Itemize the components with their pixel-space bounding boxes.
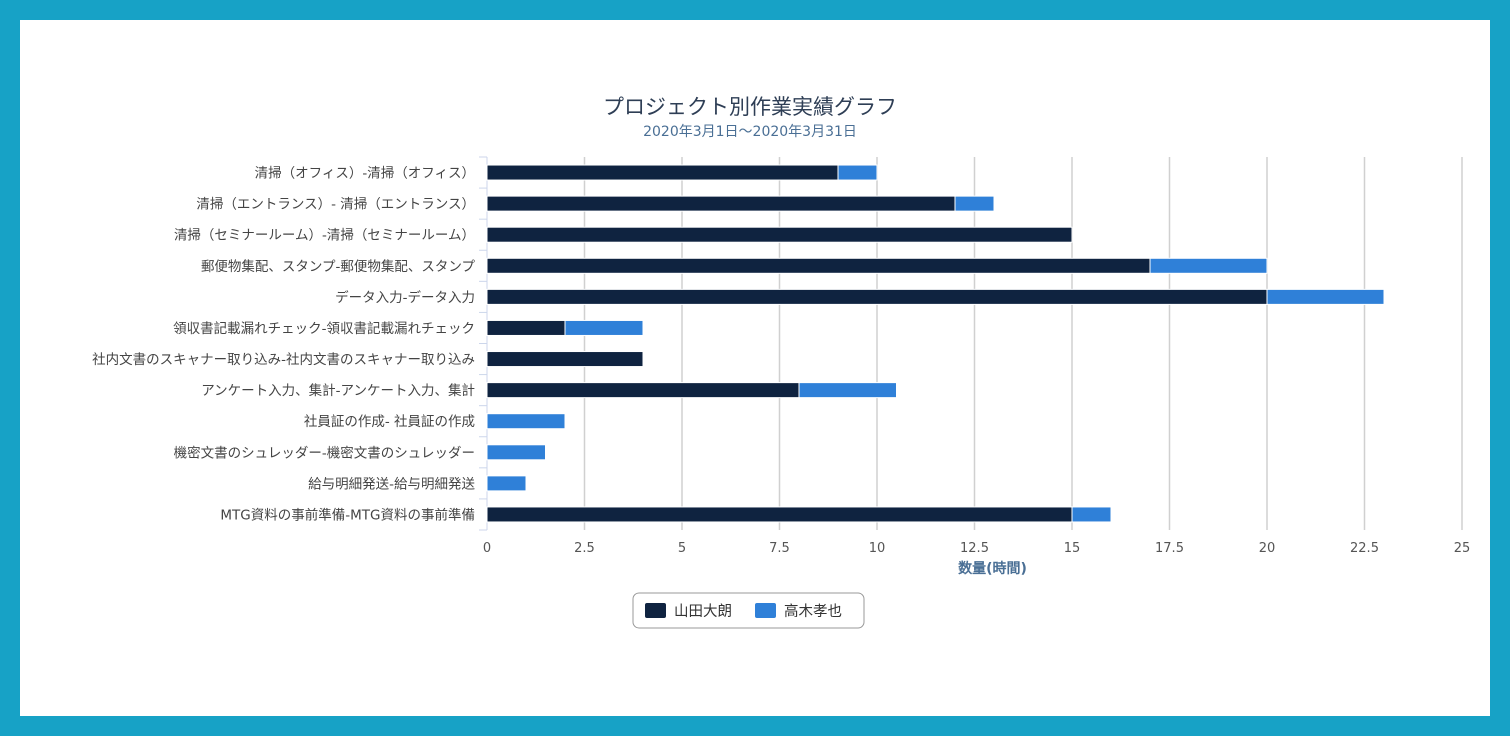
bar-segment	[486, 506, 1073, 523]
y-category-label: 清掃（エントランス）- 清掃（エントランス）	[196, 196, 475, 213]
x-tick-label: 0	[483, 541, 491, 556]
bar-segment	[486, 164, 839, 181]
bar-segment	[486, 475, 527, 492]
bar-chart: プロジェクト別作業実績グラフ 2020年3月1日～2020年3月31日 0 2.5 5 7…	[92, 95, 1471, 629]
y-category-label: 社員証の作成- 社員証の作成	[304, 414, 475, 430]
y-category-label: データ入力-データ入力	[335, 289, 475, 306]
bar-segment	[837, 164, 878, 181]
x-tick-label: 2.5	[574, 541, 595, 556]
y-category-label: 郵便物集配、スタンプ-郵便物集配、スタンプ	[201, 259, 476, 275]
bar-segment	[486, 226, 1073, 243]
x-tick-label: 17.5	[1155, 541, 1184, 556]
x-tick-label: 10	[869, 541, 886, 556]
chart-panel: プロジェクト別作業実績グラフ 2020年3月1日～2020年3月31日 0 2.5 5 7…	[20, 20, 1490, 716]
legend-label: 高木孝也	[784, 603, 842, 620]
x-tick-label: 20	[1259, 541, 1276, 556]
y-category-label: 領収書記載漏れチェック-領収書記載漏れチェック	[173, 320, 475, 337]
bar-segment	[486, 257, 1151, 274]
y-category-label: 給与明細発送-給与明細発送	[308, 476, 475, 492]
legend-box	[632, 592, 865, 629]
x-tick-label: 15	[1064, 541, 1081, 556]
bar-segment	[486, 413, 566, 430]
x-tick-label: 22.5	[1350, 541, 1379, 556]
bar-segment	[486, 382, 800, 399]
bar-segment	[486, 288, 1268, 305]
x-tick-label: 25	[1454, 541, 1471, 556]
y-category-label: 清掃（セミナールーム）-清掃（セミナールーム）	[174, 227, 475, 244]
bar-segment	[486, 444, 546, 461]
y-category-label: MTG資料の事前準備-MTG資料の事前準備	[220, 506, 475, 523]
y-category-label: 社内文書のスキャナー取り込み-社内文書のスキャナー取り込み	[92, 352, 475, 368]
x-tick-label: 7.5	[769, 541, 790, 556]
bar-segment	[1071, 506, 1112, 523]
bar-segment	[486, 319, 566, 336]
y-category-label: 清掃（オフィス）-清掃（オフィス）	[255, 165, 475, 182]
bar-segment	[564, 319, 644, 336]
legend-swatch	[755, 603, 776, 618]
bar-segment	[1266, 288, 1385, 305]
y-category-label: アンケート入力、集計-アンケート入力、集計	[201, 383, 475, 399]
x-axis-title: 数量(時間)	[958, 560, 1027, 577]
bar-segment	[486, 195, 956, 212]
legend-swatch	[645, 603, 666, 618]
bar-segment	[486, 351, 644, 368]
bar-segment	[798, 382, 897, 399]
legend-label: 山田大朗	[674, 603, 732, 620]
y-category-label: 機密文書のシュレッダー-機密文書のシュレッダー	[174, 444, 475, 461]
x-tick-label: 5	[678, 541, 686, 556]
chart-subtitle: 2020年3月1日～2020年3月31日	[643, 124, 857, 140]
bar-segment	[1149, 257, 1268, 274]
chart-title: プロジェクト別作業実績グラフ	[603, 95, 897, 119]
bar-segment	[954, 195, 995, 212]
x-tick-label: 12.5	[960, 541, 989, 556]
